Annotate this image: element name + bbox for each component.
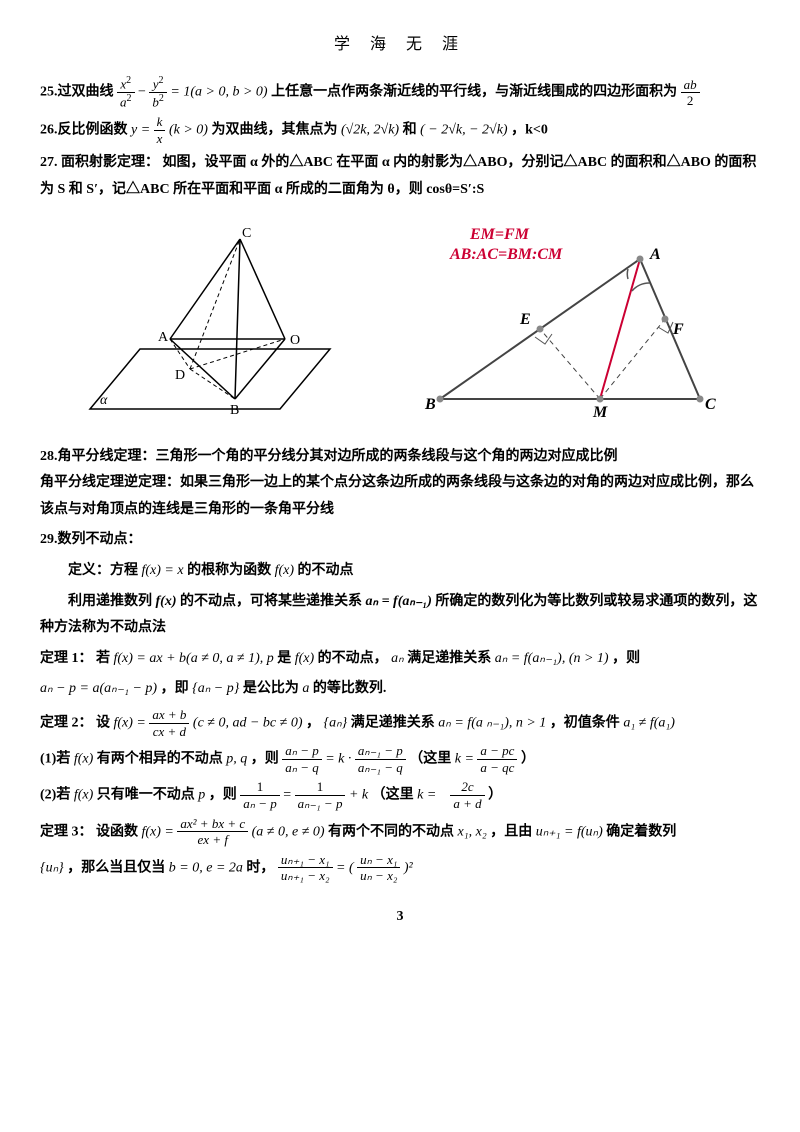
- item-26: 26.反比例函数 y = kx (k > 0) 为双曲线，其焦点为 (√2k, …: [40, 114, 760, 146]
- svg-text:B: B: [230, 403, 239, 418]
- item-29-para1: 利用递推数列 f(x) 的不动点，可将某些递推关系 aₙ = f(aₙ₋₁) 所…: [40, 589, 760, 642]
- svg-text:AB:AC=BM:CM: AB:AC=BM:CM: [449, 246, 563, 263]
- svg-text:α: α: [100, 393, 108, 408]
- svg-text:C: C: [705, 396, 716, 413]
- figure-bisector: EM=FM AB:AC=BM:CM A B C E F M: [410, 219, 730, 429]
- svg-text:M: M: [592, 404, 608, 421]
- svg-text:A: A: [649, 246, 661, 263]
- item-25: 25.过双曲线 x2a2 − y2b2 = 1(a > 0, b > 0) 上任…: [40, 75, 760, 110]
- page-number: 3: [40, 904, 760, 931]
- svg-text:B: B: [424, 396, 436, 413]
- svg-text:A: A: [158, 330, 169, 345]
- item-29-th2-1: (1)若 f(x) 有两个相异的不动点 p, q ，则 aₙ − paₙ − q…: [40, 743, 760, 775]
- figure-projection: α A O B D C: [70, 219, 350, 429]
- svg-text:EM=FM: EM=FM: [469, 226, 530, 243]
- svg-text:E: E: [519, 311, 531, 328]
- svg-text:C: C: [242, 226, 251, 241]
- item-28: 28.角平分线定理：三角形一个角的平分线分其对边所成的两条线段与这个角的两边对应…: [40, 444, 760, 524]
- item-29-th1: 定理 1： 若 f(x) = ax + b(a ≠ 0, a ≠ 1), p 是…: [40, 646, 760, 673]
- figures-row: α A O B D C EM=FM AB:AC=BM:CM: [40, 219, 760, 429]
- item-29-th1-line2: aₙ − p = a(aₙ₋₁ − p) ，即 {aₙ − p} 是公比为 a …: [40, 676, 760, 703]
- item-29-title: 29.数列不动点：: [40, 527, 760, 554]
- item-29-th3: 定理 3： 设函数 f(x) = ax² + bx + cex + f (a ≠…: [40, 816, 760, 848]
- item-29-th3-line2: {uₙ} ，那么当且仅当 b = 0, e = 2a 时， uₙ₊₁ − x₁u…: [40, 852, 760, 884]
- page-header: 学 海 无 涯: [40, 30, 760, 60]
- svg-text:O: O: [290, 333, 300, 348]
- item-29-th2: 定理 2： 设 f(x) = ax + bcx + d (c ≠ 0, ad −…: [40, 707, 760, 739]
- item-27: 27. 面积射影定理： 如图，设平面 α 外的△ABC 在平面 α 内的射影为△…: [40, 150, 760, 203]
- item-29-def: 定义：方程 f(x) = x 的根称为函数 f(x) 的不动点: [40, 558, 760, 585]
- svg-text:F: F: [672, 321, 684, 338]
- item-29-th2-2: (2)若 f(x) 只有唯一不动点 p ，则 1aₙ − p = 1aₙ₋₁ −…: [40, 779, 760, 811]
- svg-text:D: D: [175, 368, 185, 383]
